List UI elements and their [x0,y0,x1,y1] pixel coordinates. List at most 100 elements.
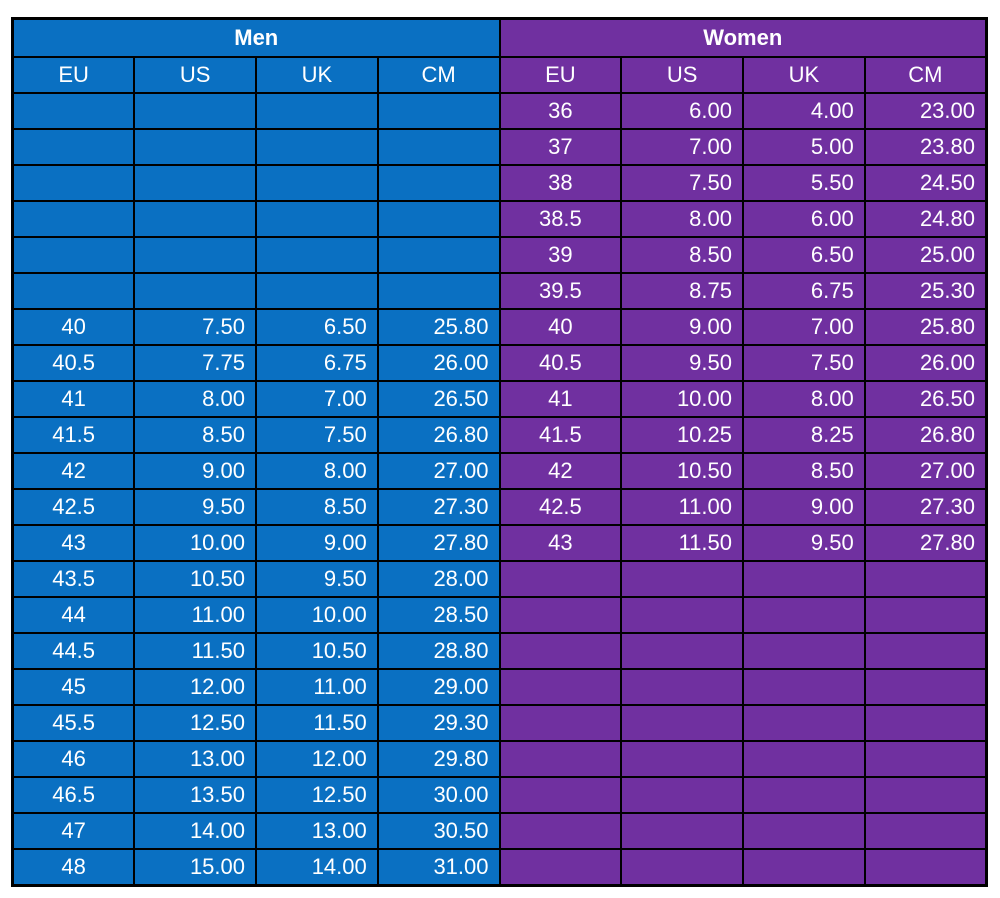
women-uk-cell: 7.00 [742,308,866,346]
men-cm-cell [376,92,501,130]
women-us-cell [620,596,744,634]
men-col-us: US [133,56,257,94]
men-eu-cell: 44.5 [11,632,136,670]
men-col-cm: CM [376,56,501,94]
men-eu-cell: 41.5 [11,416,136,454]
men-us-cell [133,128,257,166]
women-cm-cell [863,560,988,598]
women-uk-cell: 8.00 [742,380,866,418]
men-eu-cell [11,164,136,202]
women-eu-cell [498,848,623,887]
men-eu-cell: 47 [11,812,136,850]
women-us-cell: 11.50 [620,524,744,562]
women-us-cell: 6.00 [620,92,744,130]
table-row: 46.5 13.50 12.50 30.00 [11,776,988,814]
women-uk-cell: 6.00 [742,200,866,238]
men-uk-cell: 9.50 [255,560,379,598]
women-eu-cell: 43 [498,524,623,562]
women-eu-cell [498,632,623,670]
men-us-cell: 11.50 [133,632,257,670]
women-col-eu: EU [498,56,623,94]
women-cm-cell: 24.50 [863,164,988,202]
table-body: 36 6.00 4.00 23.00 37 7.00 5.00 23.80 38 7.50 5.50… [11,92,988,887]
women-cm-cell: 23.00 [863,92,988,130]
table-row: 43 10.00 9.00 27.80 43 11.50 9.50 27.80 [11,524,988,562]
women-us-cell: 8.50 [620,236,744,274]
men-us-cell: 7.75 [133,344,257,382]
women-uk-cell: 6.75 [742,272,866,310]
men-uk-cell: 8.50 [255,488,379,526]
men-uk-cell: 6.75 [255,344,379,382]
men-us-cell: 12.50 [133,704,257,742]
table-row: 36 6.00 4.00 23.00 [11,92,988,130]
men-cm-cell [376,236,501,274]
table-row: 42.5 9.50 8.50 27.30 42.5 11.00 9.00 27.30 [11,488,988,526]
men-us-cell [133,236,257,274]
men-uk-cell: 12.00 [255,740,379,778]
men-us-cell: 10.00 [133,524,257,562]
women-eu-cell: 38 [498,164,623,202]
men-eu-cell: 40 [11,308,136,346]
men-us-cell: 13.00 [133,740,257,778]
women-cm-cell: 27.80 [863,524,988,562]
table-row: 44 11.00 10.00 28.50 [11,596,988,634]
men-cm-cell: 28.80 [376,632,501,670]
men-cm-cell: 26.50 [376,380,501,418]
table-row: 46 13.00 12.00 29.80 [11,740,988,778]
men-eu-cell: 41 [11,380,136,418]
women-eu-cell: 42 [498,452,623,490]
column-header-row: EU US UK CM EU US UK CM [11,56,988,94]
men-col-eu: EU [11,56,136,94]
men-eu-cell: 43 [11,524,136,562]
men-us-cell: 7.50 [133,308,257,346]
women-cm-cell: 24.80 [863,200,988,238]
table-row: 48 15.00 14.00 31.00 [11,848,988,887]
men-uk-cell: 8.00 [255,452,379,490]
women-us-cell [620,848,744,887]
men-cm-cell: 26.00 [376,344,501,382]
table-row: 40.5 7.75 6.75 26.00 40.5 9.50 7.50 26.00 [11,344,988,382]
women-eu-cell [498,740,623,778]
women-cm-cell: 25.80 [863,308,988,346]
men-uk-cell: 10.00 [255,596,379,634]
men-cm-cell [376,128,501,166]
women-col-us: US [620,56,744,94]
women-cm-cell: 26.50 [863,380,988,418]
women-uk-cell [742,704,866,742]
group-header-row: Men Women [11,17,988,58]
women-eu-cell [498,704,623,742]
women-eu-cell: 40.5 [498,344,623,382]
men-uk-cell: 11.50 [255,704,379,742]
women-uk-cell [742,848,866,887]
women-header: Women [498,17,988,58]
men-col-uk: UK [255,56,379,94]
men-uk-cell: 12.50 [255,776,379,814]
women-us-cell [620,668,744,706]
men-cm-cell: 27.30 [376,488,501,526]
men-uk-cell: 7.50 [255,416,379,454]
women-cm-cell [863,740,988,778]
women-us-cell: 8.75 [620,272,744,310]
women-us-cell [620,740,744,778]
men-cm-cell: 27.80 [376,524,501,562]
men-cm-cell: 27.00 [376,452,501,490]
men-cm-cell [376,164,501,202]
women-uk-cell: 8.50 [742,452,866,490]
men-uk-cell: 14.00 [255,848,379,887]
men-cm-cell: 26.80 [376,416,501,454]
men-eu-cell: 45.5 [11,704,136,742]
women-eu-cell: 40 [498,308,623,346]
table-row: 37 7.00 5.00 23.80 [11,128,988,166]
women-uk-cell: 5.50 [742,164,866,202]
women-us-cell: 9.00 [620,308,744,346]
men-us-cell: 13.50 [133,776,257,814]
women-cm-cell [863,848,988,887]
women-us-cell: 9.50 [620,344,744,382]
men-uk-cell: 6.50 [255,308,379,346]
women-us-cell: 10.00 [620,380,744,418]
men-us-cell [133,92,257,130]
men-uk-cell [255,236,379,274]
men-uk-cell: 7.00 [255,380,379,418]
men-us-cell: 14.00 [133,812,257,850]
women-cm-cell [863,668,988,706]
